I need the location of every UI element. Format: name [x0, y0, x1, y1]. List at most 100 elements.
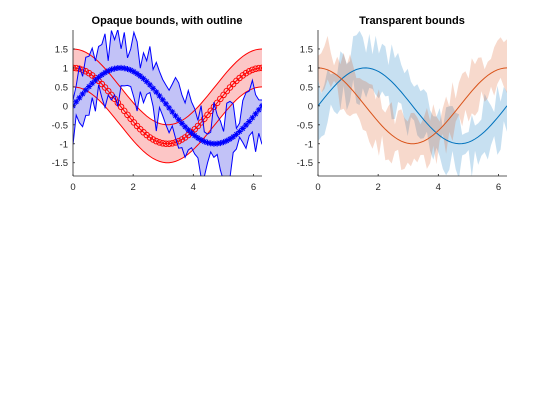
data-point-star: [220, 139, 227, 146]
data-point-star: [217, 140, 224, 147]
data-point-circle: [217, 95, 224, 103]
data-point-star: [182, 123, 189, 130]
series-line: [318, 67, 507, 145]
data-point-star: [98, 71, 105, 78]
data-point-star: [108, 66, 115, 73]
x-tick-label: 6: [251, 182, 256, 193]
data-point-circle: [121, 107, 128, 115]
data-point-star: [76, 94, 83, 101]
data-point-star: [166, 104, 173, 111]
data-point-star: [230, 133, 237, 140]
data-point-star: [140, 75, 147, 82]
data-point-star: [233, 131, 240, 138]
data-point-circle: [85, 69, 93, 77]
data-point-star: [95, 74, 102, 81]
left-chart-title: Opaque bounds, with outline: [92, 15, 243, 27]
data-point-circle: [204, 111, 211, 119]
plot-area: [73, 30, 262, 176]
data-point-star: [146, 81, 153, 88]
y-tick-label: -0.5: [297, 120, 313, 131]
data-point-star: [86, 83, 93, 90]
data-point-circle: [169, 140, 176, 147]
data-point-circle: [252, 65, 259, 73]
y-tick-label: 0.5: [55, 82, 68, 93]
y-tick-label: 1.5: [55, 44, 68, 55]
data-point-star: [207, 140, 214, 147]
confidence-band: [318, 30, 507, 176]
band-upper-outline: [73, 48, 262, 126]
data-point-star: [185, 127, 192, 134]
data-point-circle: [178, 136, 186, 143]
data-point-star: [162, 100, 169, 107]
data-point-star: [118, 64, 125, 71]
data-point-star: [259, 102, 262, 109]
data-point-circle: [130, 119, 138, 126]
data-point-star: [214, 140, 221, 147]
data-point-star: [239, 125, 246, 132]
data-point-star: [236, 128, 243, 135]
data-point-star: [105, 67, 112, 74]
data-point-star: [127, 67, 134, 74]
y-tick-label: -1.5: [52, 158, 68, 169]
x-tick-label: 4: [436, 182, 441, 193]
data-point-star: [198, 136, 205, 143]
y-tick-label: 1: [63, 63, 68, 74]
data-point-star: [150, 85, 157, 92]
y-tick-label: 0: [308, 101, 313, 112]
data-point-star: [92, 77, 99, 84]
data-point-circle: [223, 87, 231, 95]
data-point-star: [159, 96, 166, 103]
data-point-star: [201, 138, 208, 145]
data-point-circle: [220, 91, 227, 99]
data-point-star: [73, 98, 80, 105]
data-point-circle: [146, 134, 154, 141]
data-point-star: [246, 118, 253, 125]
data-point-star: [226, 136, 233, 143]
data-point-star: [111, 65, 118, 72]
y-tick-label: 1: [308, 63, 313, 74]
data-point-circle: [226, 84, 234, 91]
y-tick-label: -1: [60, 139, 68, 150]
x-tick-label: 2: [131, 182, 136, 193]
data-point-circle: [239, 72, 247, 79]
data-point-circle: [127, 115, 134, 122]
data-point-star: [175, 116, 182, 123]
data-point-circle: [124, 111, 131, 119]
y-tick-label: -0.5: [52, 120, 68, 131]
data-point-star: [191, 132, 198, 139]
data-point-star: [204, 139, 211, 146]
data-point-star: [178, 120, 185, 127]
data-point-star: [143, 78, 150, 85]
data-point-star: [156, 92, 163, 99]
band-upper-outline: [73, 30, 262, 135]
data-point-star: [130, 68, 137, 75]
data-point-circle: [197, 119, 205, 126]
data-point-circle: [194, 122, 202, 130]
data-point-circle: [207, 107, 214, 115]
data-point-circle: [242, 69, 250, 77]
y-tick-label: -1.5: [297, 158, 313, 169]
data-point-circle: [73, 64, 77, 72]
data-point-star: [169, 108, 176, 115]
data-point-circle: [156, 139, 163, 146]
data-point-circle: [117, 103, 125, 111]
data-point-circle: [201, 115, 208, 122]
data-point-circle: [249, 66, 256, 74]
data-point-star: [79, 90, 86, 97]
data-point-star: [121, 65, 128, 72]
data-point-star: [210, 140, 217, 147]
data-point-circle: [149, 136, 157, 143]
data-point-star: [153, 89, 160, 96]
data-point-star: [102, 69, 109, 76]
data-point-circle: [165, 140, 173, 147]
data-point-circle: [159, 140, 166, 147]
data-point-star: [134, 70, 141, 77]
data-point-circle: [104, 87, 112, 95]
data-point-star: [114, 65, 121, 72]
confidence-band: [318, 35, 507, 171]
data-point-circle: [98, 80, 106, 88]
data-point-circle: [255, 64, 262, 72]
plot-area: [318, 30, 507, 176]
data-point-star: [223, 137, 230, 144]
